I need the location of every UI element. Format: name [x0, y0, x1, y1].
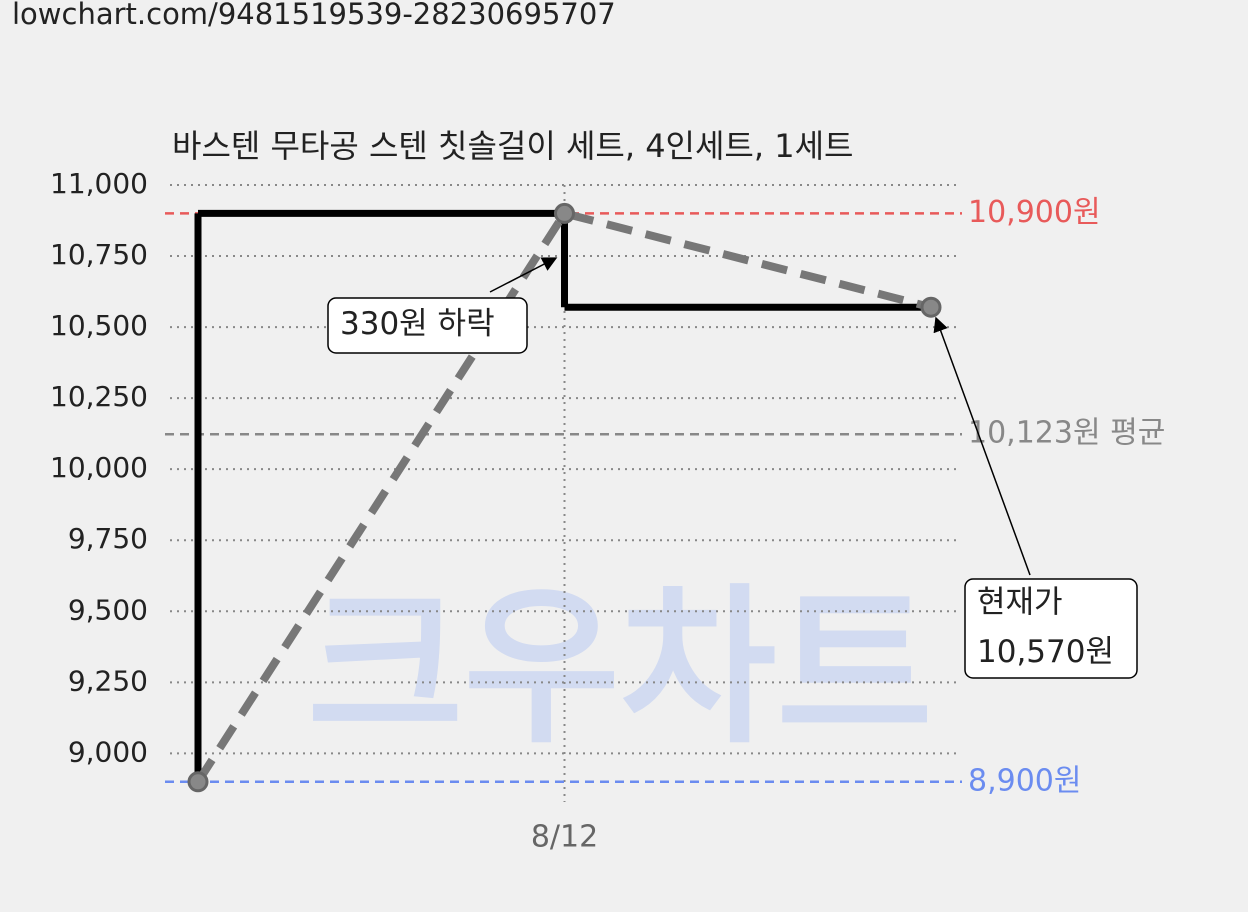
annotation-text: 현재가 — [977, 584, 1063, 620]
annotation-text: 10,570원 — [977, 634, 1114, 670]
point — [554, 202, 575, 224]
point — [187, 771, 209, 793]
y-tick-label: 10,500 — [50, 309, 148, 342]
annotation-box — [327, 297, 528, 354]
line — [194, 208, 932, 784]
reference-label: 10,123원 평균 — [968, 416, 1165, 451]
annotation-arrow — [933, 316, 1031, 576]
y-tick-label: 9,000 — [68, 735, 148, 768]
x-tick-label: 8/12 — [531, 820, 598, 855]
y-tick-label: 9,250 — [68, 664, 148, 697]
y-tick-label: 10,250 — [50, 380, 148, 413]
y-tick-label: 11,000 — [50, 167, 148, 200]
reference-label: 10,900원 — [968, 195, 1101, 230]
reference-label: 8,900원 — [968, 763, 1081, 798]
y-tick-label: 10,000 — [50, 451, 148, 484]
y-tick-label: 10,750 — [50, 238, 148, 271]
chart-title: 바스텐 무타공 스텐 칫솔걸이 세트, 4인세트, 1세트 — [172, 127, 853, 165]
y-tick-label: 9,750 — [68, 522, 148, 555]
watermark: 크우차트 — [307, 569, 933, 767]
point — [920, 296, 942, 318]
annotation-box — [964, 578, 1138, 679]
annotation-text: 330원 하락 — [340, 306, 495, 342]
y-tick-label: 9,500 — [68, 593, 148, 626]
url: lowchart.com/9481519539-28230695707 — [12, 0, 616, 31]
annotation-arrow — [489, 257, 558, 293]
